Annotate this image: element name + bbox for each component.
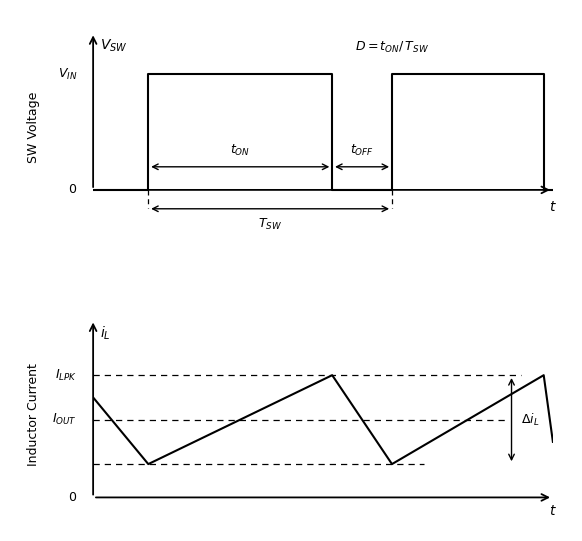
Text: $t$: $t$ bbox=[549, 504, 557, 518]
Text: $\Delta i_L$: $\Delta i_L$ bbox=[521, 412, 539, 428]
Text: $V_{SW}$: $V_{SW}$ bbox=[100, 37, 127, 54]
Text: $0$: $0$ bbox=[68, 183, 77, 196]
Text: $i_L$: $i_L$ bbox=[100, 325, 111, 342]
Text: $V_{IN}$: $V_{IN}$ bbox=[58, 67, 77, 82]
Text: SW Voltage: SW Voltage bbox=[27, 91, 40, 163]
Text: $T_{SW}$: $T_{SW}$ bbox=[258, 217, 282, 232]
Text: $I_{LPK}$: $I_{LPK}$ bbox=[55, 368, 77, 382]
Text: $t_{OFF}$: $t_{OFF}$ bbox=[350, 143, 374, 159]
Text: $t$: $t$ bbox=[549, 200, 557, 214]
Text: $D = t_{ON}/ \, T_{SW}$: $D = t_{ON}/ \, T_{SW}$ bbox=[355, 39, 429, 55]
Text: Inductor Current: Inductor Current bbox=[27, 362, 40, 465]
Text: $0$: $0$ bbox=[68, 491, 77, 504]
Text: $I_{OUT}$: $I_{OUT}$ bbox=[52, 412, 77, 427]
Text: $t_{ON}$: $t_{ON}$ bbox=[230, 143, 250, 159]
